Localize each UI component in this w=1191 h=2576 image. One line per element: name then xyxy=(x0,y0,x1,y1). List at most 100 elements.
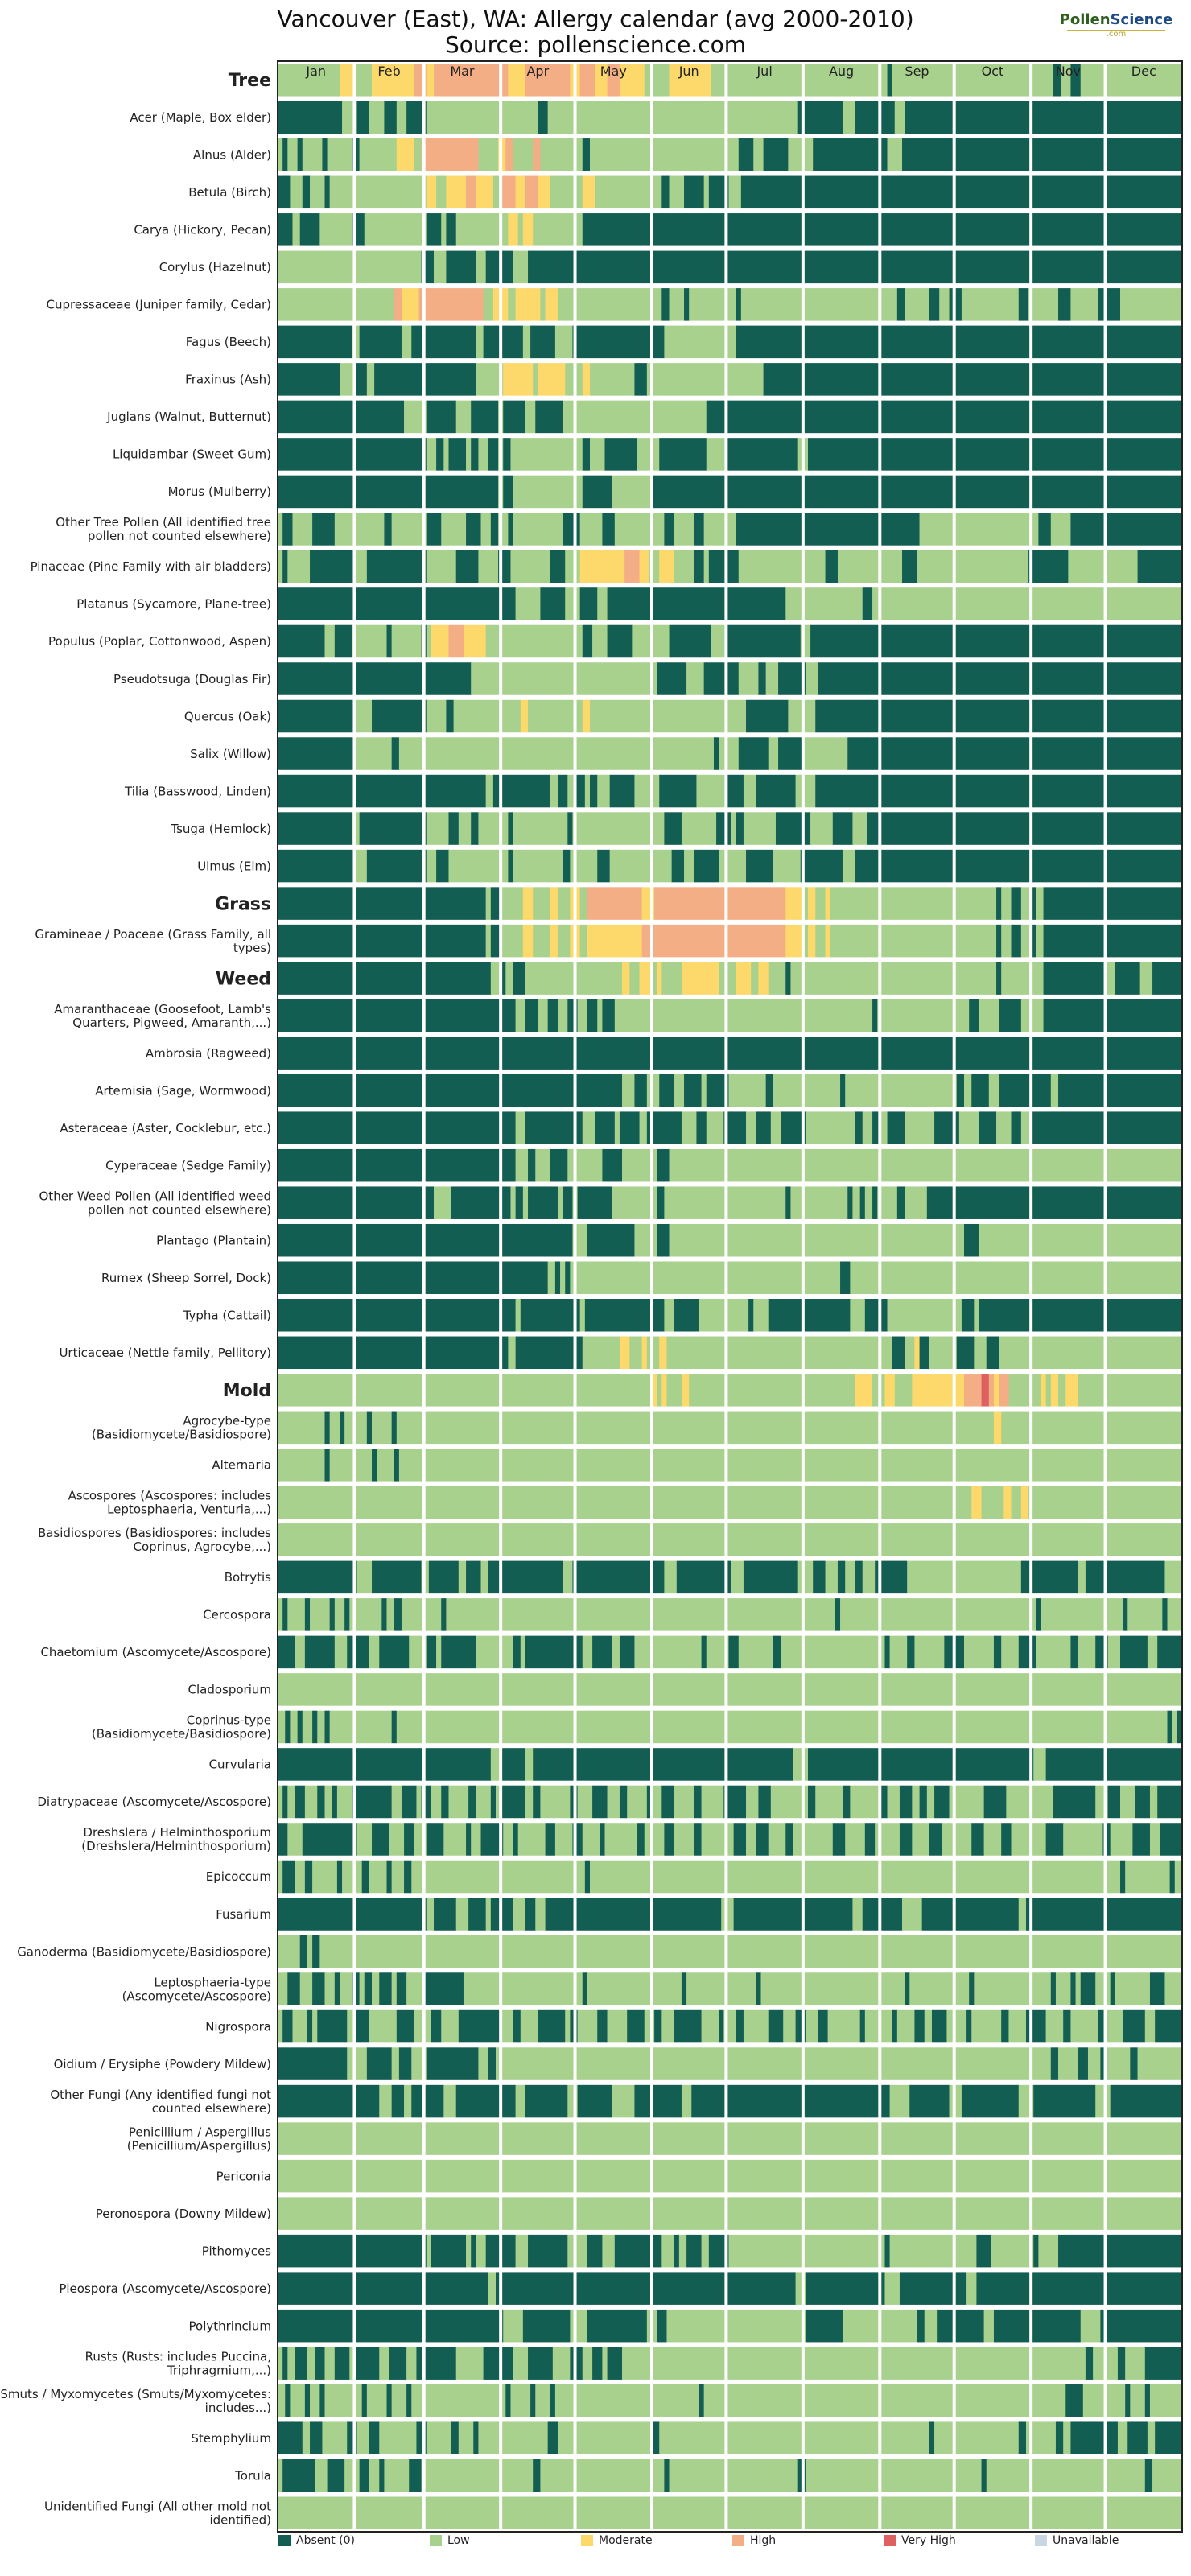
heatmap-cell xyxy=(356,1823,373,1856)
heatmap-cell xyxy=(802,887,809,920)
heatmap-cell xyxy=(711,64,888,97)
row-label: Ambrosia (Ragweed) xyxy=(146,1046,271,1061)
heatmap-cell xyxy=(334,1972,340,2005)
row-label: Artemisia (Sage, Wormwood) xyxy=(95,1083,271,1098)
heatmap-cell xyxy=(557,2421,653,2454)
heatmap-row xyxy=(278,2009,1183,2043)
heatmap-row xyxy=(278,1972,1183,2005)
heatmap-cell xyxy=(713,737,719,770)
heatmap-cell xyxy=(339,1411,345,1445)
row-label: Nigrospora xyxy=(205,2019,271,2034)
heatmap-cell xyxy=(327,138,352,171)
heatmap-cell xyxy=(1117,2347,1126,2380)
heatmap-cell xyxy=(1147,1635,1158,1669)
heatmap-cell xyxy=(324,1449,330,1482)
month-tick-label: Apr xyxy=(526,64,549,79)
heatmap-cell xyxy=(565,550,580,583)
heatmap-cell xyxy=(441,1785,449,1819)
row-label: Other Fungi (Any identified fungi not cou… xyxy=(50,2088,271,2116)
heatmap-cell xyxy=(914,2009,925,2043)
heatmap-cell xyxy=(964,1635,995,1669)
month-tick-label: Jul xyxy=(756,64,772,79)
row-label-line: (Basidiomycete/Basidiospore) xyxy=(92,1428,271,1442)
heatmap-cell xyxy=(513,475,583,509)
heatmap-cell xyxy=(434,1186,451,1219)
row-label: Agrocybe-type (Basidiomycete/Basidiospore… xyxy=(92,1414,271,1442)
heatmap-cell xyxy=(646,1785,653,1819)
heatmap-cell xyxy=(495,2272,796,2305)
heatmap-cell xyxy=(535,400,563,434)
heatmap-cell xyxy=(669,1148,1183,1182)
heatmap-cell xyxy=(366,550,427,583)
heatmap-cell xyxy=(278,64,340,97)
heatmap-cell xyxy=(488,64,509,97)
heatmap-cell xyxy=(304,1860,313,1894)
heatmap-cell xyxy=(455,2084,516,2118)
heatmap-cell xyxy=(872,999,878,1032)
heatmap-cell xyxy=(1100,2309,1183,2343)
heatmap-cell xyxy=(426,849,437,883)
heatmap-cell xyxy=(436,175,447,209)
heatmap-cell xyxy=(1080,2309,1101,2343)
pollenscience-logo[interactable]: PollenScience .com xyxy=(1056,11,1177,39)
row-label: Pleospora (Ascomycete/Ascospore) xyxy=(59,2281,271,2296)
heatmap-cell xyxy=(436,849,449,883)
heatmap-cell xyxy=(535,1148,551,1182)
heatmap-cell xyxy=(909,2084,950,2118)
heatmap-cell xyxy=(572,812,665,845)
heatmap-cell xyxy=(1065,1374,1078,1407)
heatmap-cell xyxy=(391,1972,398,2005)
heatmap-cell xyxy=(674,1074,685,1107)
heatmap-cell xyxy=(924,2009,933,2043)
row-label: Diatrypaceae (Ascomycete/Ascospore) xyxy=(37,1795,271,1809)
heatmap-row xyxy=(278,101,1183,134)
heatmap-cell xyxy=(530,325,556,359)
heatmap-cell xyxy=(471,1823,481,1856)
heatmap-cell xyxy=(557,288,662,321)
heatmap-cell xyxy=(988,1374,995,1407)
heatmap-cell xyxy=(339,64,355,97)
row-label-line: pollen not counted elsewhere) xyxy=(88,1202,271,1217)
heatmap-cell xyxy=(699,1299,749,1332)
heatmap-cell xyxy=(545,288,558,321)
heatmap-cell xyxy=(572,325,665,359)
heatmap-cell xyxy=(694,1785,702,1819)
heatmap-cell xyxy=(471,400,499,434)
heatmap-cell xyxy=(810,812,834,845)
heatmap-row xyxy=(278,999,1183,1032)
heatmap-cell xyxy=(384,2459,410,2492)
heatmap-cell xyxy=(652,2421,660,2454)
legend-label: High xyxy=(750,2534,776,2547)
row-label: Cupressaceae (Juniper family, Cedar) xyxy=(47,298,271,312)
heatmap-cell xyxy=(329,1411,340,1445)
heatmap-cell xyxy=(409,1635,427,1669)
heatmap-cell xyxy=(902,1898,922,1931)
row-label-line: Fagus (Beech) xyxy=(186,335,271,349)
heatmap-cell xyxy=(426,550,457,583)
heatmap-cell xyxy=(443,1823,467,1856)
heatmap-cell xyxy=(815,699,1183,733)
heatmap-cell xyxy=(813,138,888,171)
heatmap-cell xyxy=(805,662,818,695)
heatmap-cell xyxy=(466,1560,481,1594)
heatmap-cell xyxy=(329,1598,336,1631)
heatmap-cell xyxy=(278,2272,489,2305)
heatmap-cell xyxy=(629,962,640,995)
heatmap-cell xyxy=(510,2384,531,2417)
heatmap-cell xyxy=(669,2459,798,2492)
heatmap-cell xyxy=(1050,1074,1059,1107)
heatmap-cell xyxy=(719,849,747,883)
heatmap-cell xyxy=(336,1860,343,1894)
heatmap-cell xyxy=(674,1785,694,1819)
heatmap-cell xyxy=(508,1336,516,1370)
heatmap-cell xyxy=(993,1374,999,1407)
heatmap-cell xyxy=(312,513,336,546)
heatmap-cell xyxy=(738,550,826,583)
heatmap-row xyxy=(278,325,1183,359)
row-label-line: Smuts / Myxomycetes (Smuts/Myxomycetes: xyxy=(0,2387,271,2401)
heatmap-cell xyxy=(731,1560,744,1594)
heatmap-cell xyxy=(847,1186,853,1219)
heatmap-cell xyxy=(379,1635,410,1669)
heatmap-cell xyxy=(996,924,1002,958)
heatmap-cell xyxy=(981,1374,990,1407)
